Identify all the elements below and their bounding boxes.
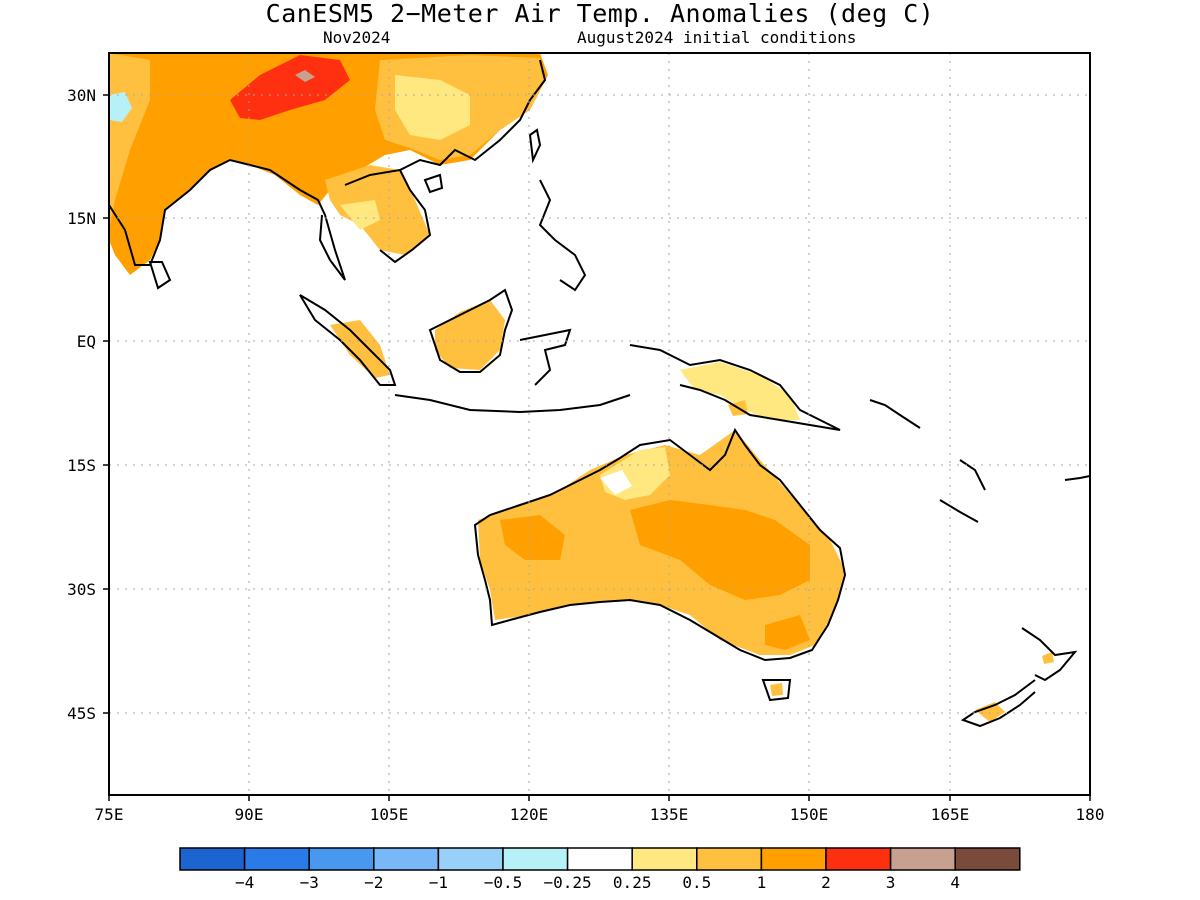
- lon-label-105e: 105E: [370, 805, 409, 824]
- lon-label-180: 180: [1076, 805, 1105, 824]
- colorbar-label: 0.25: [613, 873, 652, 892]
- region-new-zealand: [975, 702, 1005, 722]
- coastline-java: [394, 394, 631, 414]
- region-new-zealand-north: [1042, 652, 1054, 664]
- region-pakistan-cool-spot: [109, 92, 132, 122]
- coastline-hainan: [423, 173, 444, 194]
- colorbar-swatch: [437, 847, 504, 871]
- colorbar-swatch: [631, 847, 698, 871]
- colorbar-swatch: [566, 847, 633, 871]
- coastline-srilanka: [148, 261, 172, 290]
- region-tasmania: [770, 683, 783, 696]
- map-title: CanESM5 2−Meter Air Temp. Anomalies (deg…: [265, 0, 935, 28]
- lon-label-165e: 165E: [931, 805, 970, 824]
- coastline-nz-south: [960, 679, 1036, 728]
- colorbar-label: 1: [757, 873, 767, 892]
- region-australia-central: [630, 500, 810, 600]
- region-tibet-plateau: [230, 55, 350, 120]
- lat-labels: 30N 15N EQ 15S 30S 45S: [67, 86, 96, 723]
- colorbar-swatch: [373, 847, 440, 871]
- coastline-philippines: [538, 179, 587, 292]
- lon-label-150e: 150E: [790, 805, 829, 824]
- colorbar-label: 2: [821, 873, 831, 892]
- region-sumatra: [330, 320, 390, 378]
- colorbar-label: 4: [950, 873, 960, 892]
- colorbar-swatch: [308, 847, 375, 871]
- colorbar-label: −3: [300, 873, 319, 892]
- tick-marks: [103, 94, 1091, 801]
- region-gulf-white: [600, 470, 632, 495]
- colorbar-swatch: [954, 847, 1021, 871]
- colorbar-label: 3: [886, 873, 896, 892]
- colorbar-label: −1: [429, 873, 448, 892]
- region-indochina-pale: [340, 200, 380, 230]
- lat-label-15n: 15N: [67, 209, 96, 228]
- colorbar: −4 −3 −2 −1 −0.5 −0.25 0.25 0.5 1 2 3 4: [179, 847, 1021, 892]
- coastline-asia: [109, 59, 547, 281]
- colorbar-swatch: [889, 847, 956, 871]
- coastline-taiwan: [528, 128, 542, 164]
- lat-label-eq: EQ: [77, 332, 96, 351]
- region-borneo: [435, 300, 505, 370]
- lat-label-45s: 45S: [67, 704, 96, 723]
- forecast-month: Nov2024: [323, 28, 391, 47]
- coastline-australia: [473, 427, 847, 662]
- lon-label-90e: 90E: [235, 805, 264, 824]
- lon-label-75e: 75E: [95, 805, 124, 824]
- region-australia-west-strong: [500, 515, 565, 560]
- coastline-nz-north: [1021, 627, 1078, 682]
- region-new-guinea: [680, 362, 800, 420]
- anomaly-fill-layer: [109, 53, 1054, 722]
- colorbar-swatch: [502, 847, 569, 871]
- region-east-china-pale: [395, 75, 470, 140]
- colorbar-label: 0.5: [682, 873, 711, 892]
- grid-lines: [109, 53, 1090, 795]
- lon-label-120e: 120E: [510, 805, 549, 824]
- coastline-sulawesi: [519, 328, 572, 386]
- colorbar-swatch: [243, 847, 310, 871]
- lon-labels: 75E 90E 105E 120E 135E 150E 165E 180: [95, 805, 1105, 824]
- region-tibet-peak: [295, 70, 315, 82]
- colorbar-swatch: [760, 847, 827, 871]
- lat-label-30n: 30N: [67, 86, 96, 105]
- colorbar-label: −2: [364, 873, 383, 892]
- colorbar-swatch: [179, 847, 246, 871]
- colorbar-swatch: [825, 847, 892, 871]
- coastline-pacific-islands: [869, 399, 1090, 523]
- region-australia-se-strong: [765, 615, 810, 650]
- coastline-borneo: [428, 288, 514, 373]
- lat-label-30s: 30S: [67, 580, 96, 599]
- colorbar-label: −4: [235, 873, 254, 892]
- colorbar-label: −0.25: [544, 873, 592, 892]
- colorbar-label: −0.5: [484, 873, 523, 892]
- coastline-newguinea: [629, 344, 841, 431]
- plot-frame: [108, 52, 1091, 796]
- coastline-tasmania: [761, 679, 792, 702]
- initial-conditions-label: August2024 initial conditions: [577, 28, 857, 47]
- lat-label-15s: 15S: [67, 456, 96, 475]
- colorbar-swatch: [696, 847, 763, 871]
- coastline-layer: [109, 59, 1090, 728]
- lon-label-135e: 135E: [650, 805, 689, 824]
- coastline-sumatra: [299, 294, 397, 386]
